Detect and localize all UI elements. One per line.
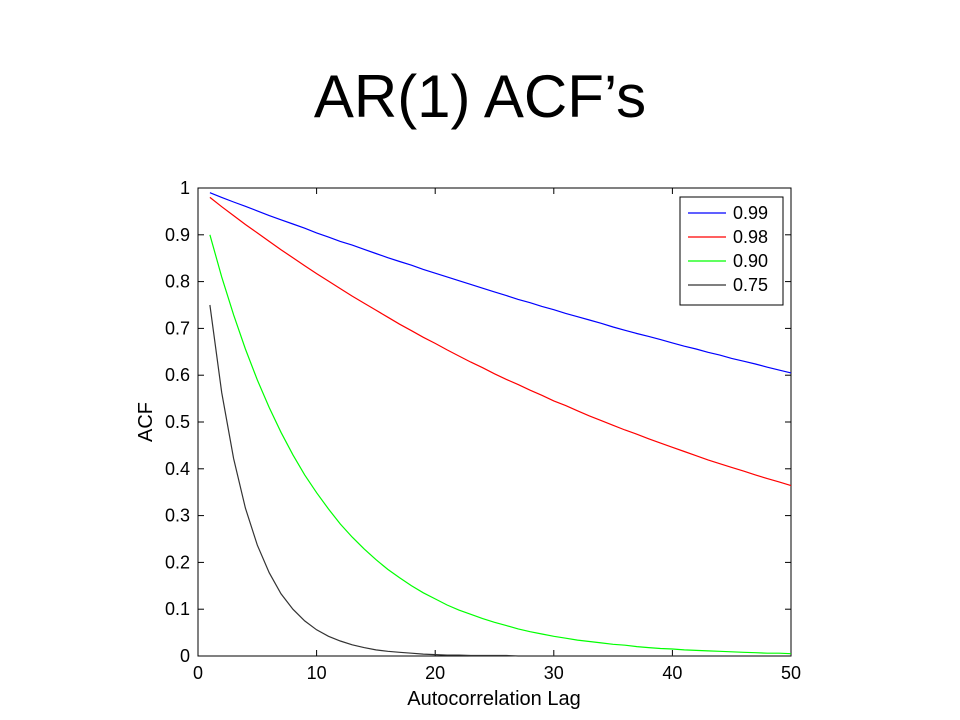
legend-box [679,196,784,306]
legend-label: 0.99 [733,203,768,223]
legend-label: 0.98 [733,227,768,247]
y-tick-label: 0.4 [165,459,190,479]
x-tick-label: 10 [307,663,327,683]
x-tick-label: 20 [425,663,445,683]
y-tick-label: 0.3 [165,506,190,526]
y-tick-label: 0.6 [165,365,190,385]
legend-label: 0.90 [733,251,768,271]
x-tick-label: 40 [662,663,682,683]
y-tick-label: 0.1 [165,599,190,619]
series-line-0-90 [209,234,792,655]
y-tick-label: 0.5 [165,412,190,432]
y-tick-label: 0.8 [165,272,190,292]
y-tick-label: 0.7 [165,318,190,338]
x-tick-label: 0 [193,663,203,683]
series-line-0-99 [209,192,792,374]
series-line-0-98 [209,196,792,487]
slide-title: AR(1) ACF’s [313,63,647,130]
x-tick-label: 50 [781,663,801,683]
legend-label: 0.75 [733,275,768,295]
x-axis-label: Autocorrelation Lag [407,688,580,710]
axis-ticks: 0 10 20 30 40 50 0 0.1 0.2 0.3 0.4 0.5 0.6 0.7 0.8 0.9 1 [165,178,801,683]
y-tick-label: 0.9 [165,225,190,245]
y-axis-label: ACF [135,402,157,442]
y-tick-label: 0 [180,646,190,666]
y-tick-label: 1 [180,178,190,198]
legend: 0.99 0.98 0.90 0.75 [679,196,784,306]
y-tick-label: 0.2 [165,552,190,572]
series-lines [209,192,792,657]
series-line-0-75 [209,304,791,657]
x-tick-label: 30 [544,663,564,683]
